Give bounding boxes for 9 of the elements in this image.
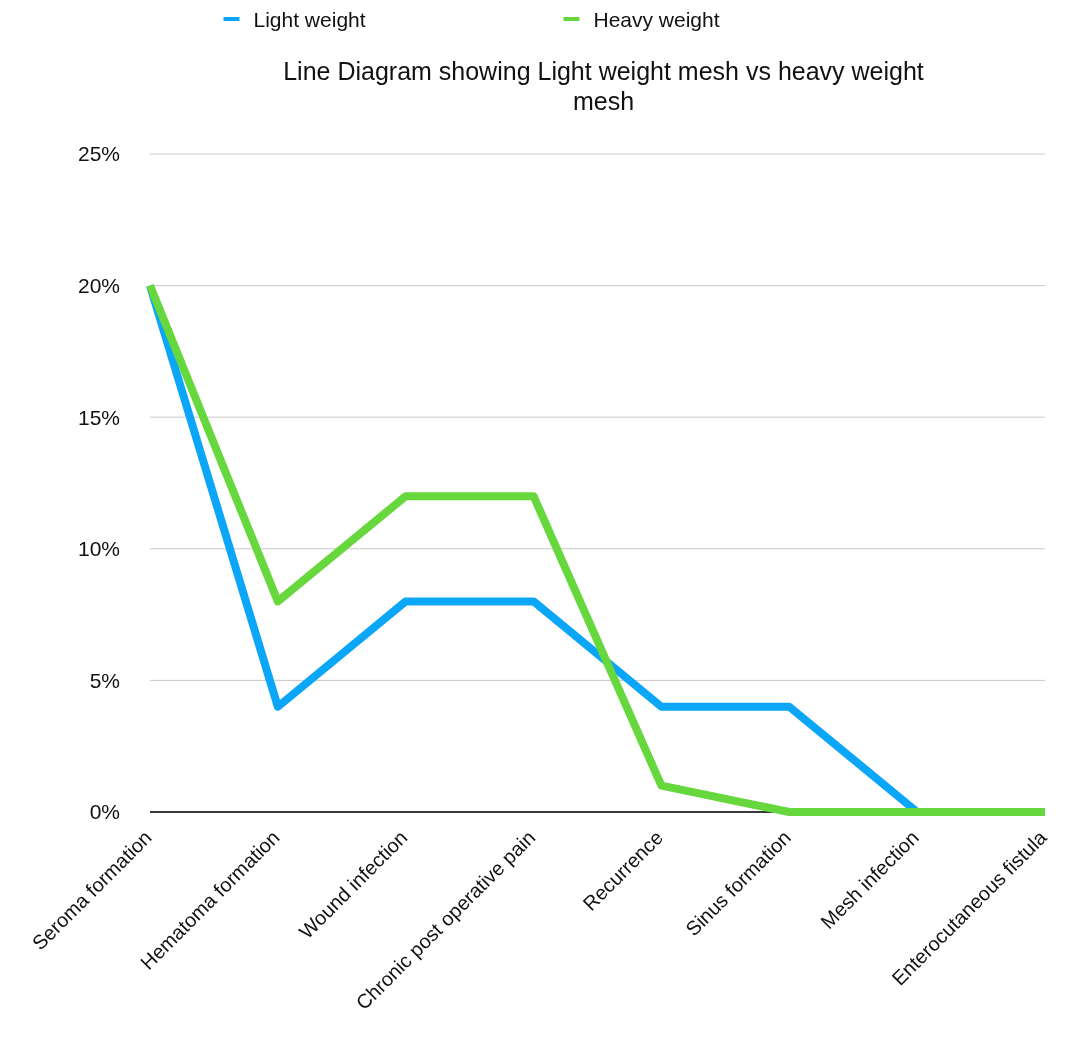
y-tick-label: 5% (89, 668, 120, 692)
y-tick-label: 15% (77, 405, 120, 429)
y-tick-label: 0% (89, 800, 120, 824)
y-tick-label: 20% (77, 273, 120, 297)
legend-label: Light weight (253, 8, 366, 31)
legend-label: Heavy weight (593, 8, 720, 31)
chart-title: Line Diagram showing Light weight mesh vs heavy weight mesh (283, 57, 924, 115)
y-tick-label: 25% (77, 142, 120, 166)
y-tick-label: 10% (77, 537, 120, 561)
